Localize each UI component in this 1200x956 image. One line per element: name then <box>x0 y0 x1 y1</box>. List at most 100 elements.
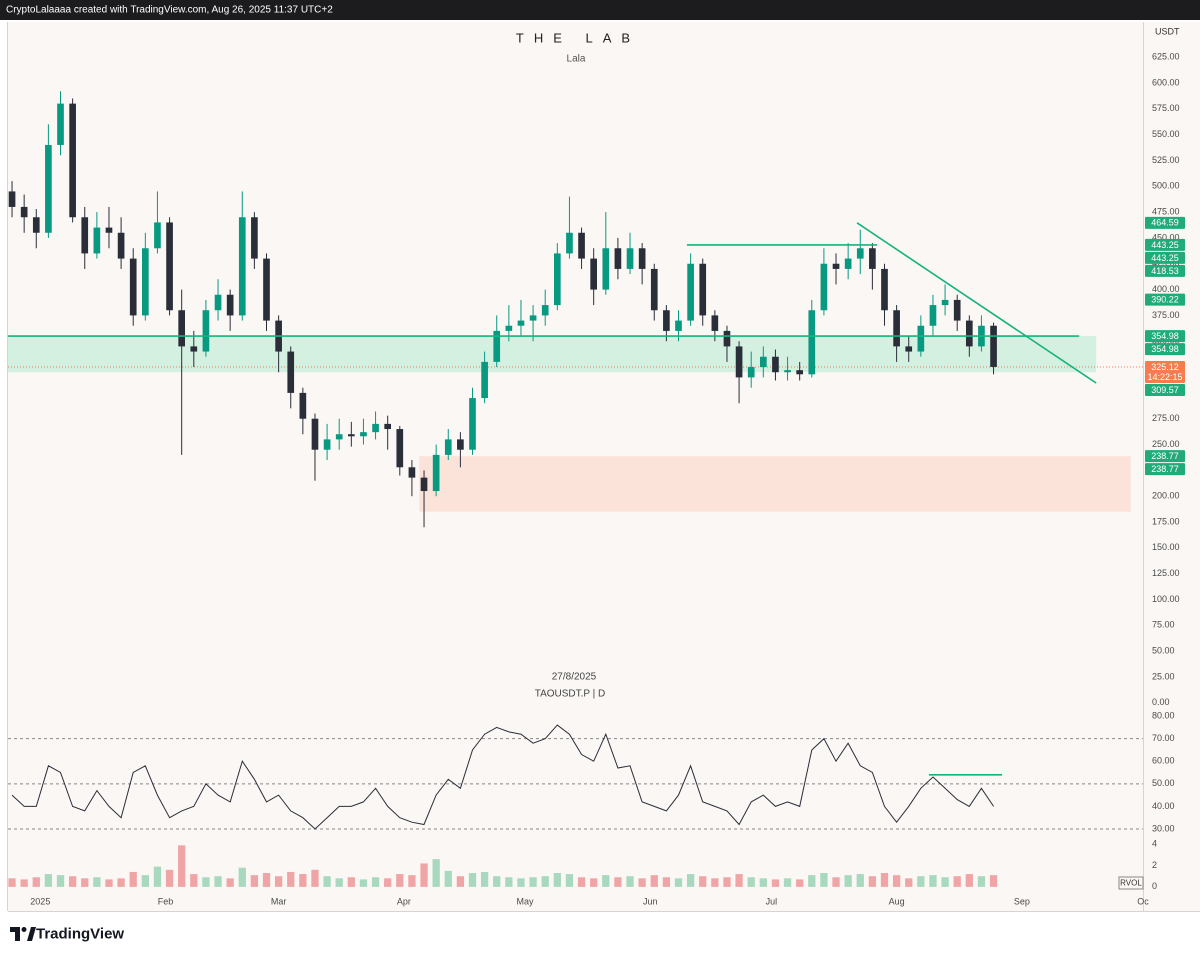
candle-body <box>408 467 416 478</box>
candle-body <box>820 263 828 311</box>
candle-body <box>335 434 343 440</box>
y-tick-label: 25.00 <box>1152 671 1175 681</box>
volume-bar <box>674 878 683 887</box>
volume-bar <box>711 878 719 887</box>
candle-body <box>626 248 634 269</box>
volume-bar <box>468 873 477 887</box>
price-badge-label: 354.98 <box>1151 344 1179 354</box>
candle-body <box>81 217 89 254</box>
candle-body <box>57 103 64 145</box>
volume-bar <box>238 867 246 887</box>
price-badge <box>1145 216 1185 229</box>
candle-body <box>638 248 646 269</box>
volume-bar <box>941 877 949 887</box>
volume-bar <box>250 875 259 887</box>
volume-bar <box>299 874 307 887</box>
volume-bar <box>783 878 792 887</box>
price-badge-label: 418.53 <box>1151 266 1179 276</box>
candle-body <box>759 356 767 368</box>
volume-bar <box>359 879 368 887</box>
price-badge-label: 325.12 <box>1151 362 1179 372</box>
y-tick-label: 500.00 <box>1152 181 1180 191</box>
candle-body <box>105 227 113 233</box>
volume-bar <box>56 875 65 887</box>
header-text: CryptoLalaaaa created with TradingView.c… <box>6 5 333 16</box>
volume-bar <box>989 875 998 887</box>
chart-title: THE LAB <box>516 30 640 45</box>
volume-bar <box>953 876 961 887</box>
candle-body <box>675 320 682 331</box>
volume-bar <box>456 876 465 887</box>
price-badge-label: 309.57 <box>1151 385 1179 395</box>
candle-body <box>372 423 379 433</box>
volume-bar <box>723 877 731 887</box>
volume-bar <box>432 859 440 887</box>
volume-bar <box>747 877 755 887</box>
candle-body <box>505 325 513 331</box>
candle-body <box>287 351 295 393</box>
y-tick-label: 375.00 <box>1152 310 1180 320</box>
drawn-line <box>856 222 1097 384</box>
candle-body <box>299 392 307 419</box>
price-badge <box>1145 264 1185 277</box>
y-tick-label: 600.00 <box>1152 77 1180 87</box>
y-tick-label: 475.00 <box>1152 206 1180 216</box>
price-badge-label: 443.25 <box>1151 240 1179 250</box>
candle-body <box>190 346 198 352</box>
volume-bar <box>493 876 501 887</box>
candle-body <box>323 439 331 450</box>
y-tick-label: 4 <box>1152 839 1157 849</box>
y-tick-label: 275.00 <box>1152 413 1180 423</box>
y-tick-label: 400.00 <box>1152 284 1180 294</box>
y-tick-label: 0.00 <box>1152 697 1170 707</box>
volume-bar <box>371 877 380 887</box>
volume-bar <box>93 877 101 887</box>
volume-bar <box>335 878 343 887</box>
candle-body <box>469 398 476 450</box>
candle-body <box>396 429 404 468</box>
volume-bar <box>32 877 40 887</box>
x-tick-label: Mar <box>271 896 287 906</box>
volume-bar <box>153 866 162 887</box>
volume-bar <box>626 876 634 887</box>
candle-body <box>663 310 670 331</box>
candle-body <box>251 217 258 259</box>
volume-bar <box>686 874 695 887</box>
candle-body <box>905 346 913 352</box>
candle-body <box>650 268 658 311</box>
candle-body <box>856 248 864 259</box>
candle-body <box>20 206 28 218</box>
price-badge <box>1145 330 1185 343</box>
price-badge-label: 238.77 <box>1151 464 1179 474</box>
candle-body <box>384 423 392 430</box>
volume-bar <box>541 876 549 887</box>
volume-bar <box>650 875 658 887</box>
volume-bar <box>699 876 707 887</box>
price-badge <box>1145 360 1185 383</box>
price-badge <box>1145 463 1185 476</box>
volume-bar <box>529 877 537 887</box>
volume-bar <box>274 876 283 887</box>
y-tick-label: 175.00 <box>1152 516 1180 526</box>
volume-bar <box>505 877 513 887</box>
candle-body <box>917 325 925 352</box>
volume-bar <box>141 875 149 887</box>
volume-bar <box>856 874 864 887</box>
price-badge-label: 238.77 <box>1151 451 1179 461</box>
volume-bar <box>287 871 295 887</box>
candle-body <box>566 232 573 254</box>
y-tick-label: 550.00 <box>1152 129 1180 139</box>
volume-bar <box>408 875 416 887</box>
volume-bar <box>735 874 743 887</box>
volume-bar <box>44 874 53 887</box>
y-tick-label: 75.00 <box>1152 620 1175 630</box>
volume-bar <box>662 877 671 887</box>
volume-bar <box>165 869 174 887</box>
volume-bar <box>517 878 525 887</box>
candle-body <box>590 258 598 290</box>
candle-body <box>93 227 101 254</box>
y-tick-label: 625.00 <box>1152 52 1180 62</box>
y-tick-label: 525.00 <box>1152 155 1180 165</box>
y-tick-label: 60.00 <box>1152 756 1175 766</box>
candle-body <box>226 294 234 316</box>
